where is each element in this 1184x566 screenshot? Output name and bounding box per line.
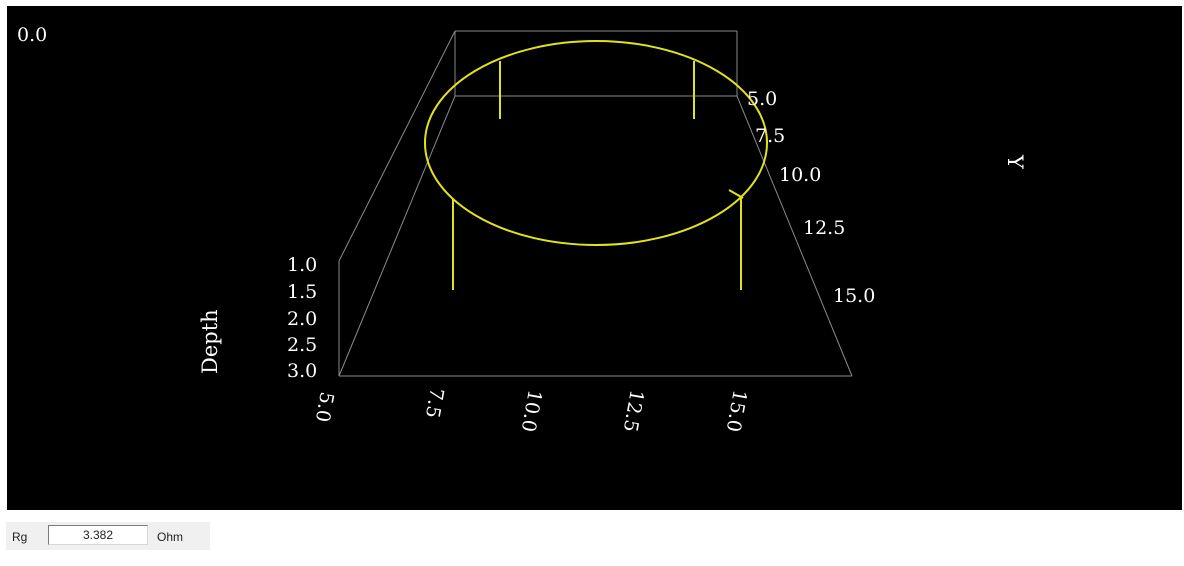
x-tick-label: 7.5 — [421, 386, 448, 420]
x-tick-label: 10.0 — [517, 388, 546, 433]
ring-electrode — [424, 40, 768, 246]
electrode-wire — [424, 40, 768, 290]
plot-3d-view[interactable]: 0.0 5.0 7.5 10.0 12.5 15.0 Y — [7, 6, 1182, 510]
depth-tick-label: 2.5 — [287, 334, 317, 356]
y-tick-label: 7.5 — [755, 125, 785, 147]
rg-label: Rg — [12, 530, 28, 544]
x-tick-label: 15.0 — [722, 388, 751, 433]
rod-electrode — [728, 189, 744, 199]
bounding-box — [338, 30, 853, 377]
frame-edge — [338, 95, 456, 377]
y-axis-title: Y — [1003, 154, 1027, 170]
y-axis: 5.0 7.5 10.0 12.5 15.0 Y — [747, 88, 1027, 307]
status-bar: Rg 3.382 Ohm — [6, 522, 210, 550]
corner-value-label: 0.0 — [17, 24, 48, 46]
rg-unit-label: Ohm — [157, 530, 184, 544]
y-tick-label: 5.0 — [747, 88, 777, 110]
x-tick-label: 12.5 — [619, 388, 648, 433]
plot-canvas: 5.0 7.5 10.0 12.5 15.0 Y 1.0 1.5 2.0 2.5… — [198, 30, 1027, 434]
depth-tick-label: 3.0 — [287, 360, 317, 382]
x-tick-label: 5.0 — [311, 390, 338, 424]
depth-axis: 1.0 1.5 2.0 2.5 3.0 Depth — [198, 254, 317, 382]
y-tick-label: 12.5 — [803, 217, 845, 239]
depth-tick-label: 1.5 — [287, 281, 317, 303]
x-axis: 5.0 7.5 10.0 12.5 15.0 — [311, 386, 751, 433]
depth-tick-label: 1.0 — [287, 254, 317, 276]
rg-value-field[interactable]: 3.382 — [48, 525, 148, 545]
frame-edge — [338, 30, 456, 262]
depth-tick-label: 2.0 — [287, 308, 317, 330]
frame-edge — [736, 95, 853, 377]
y-tick-label: 15.0 — [833, 285, 875, 307]
y-tick-label: 10.0 — [779, 164, 821, 186]
depth-axis-title: Depth — [198, 309, 222, 374]
